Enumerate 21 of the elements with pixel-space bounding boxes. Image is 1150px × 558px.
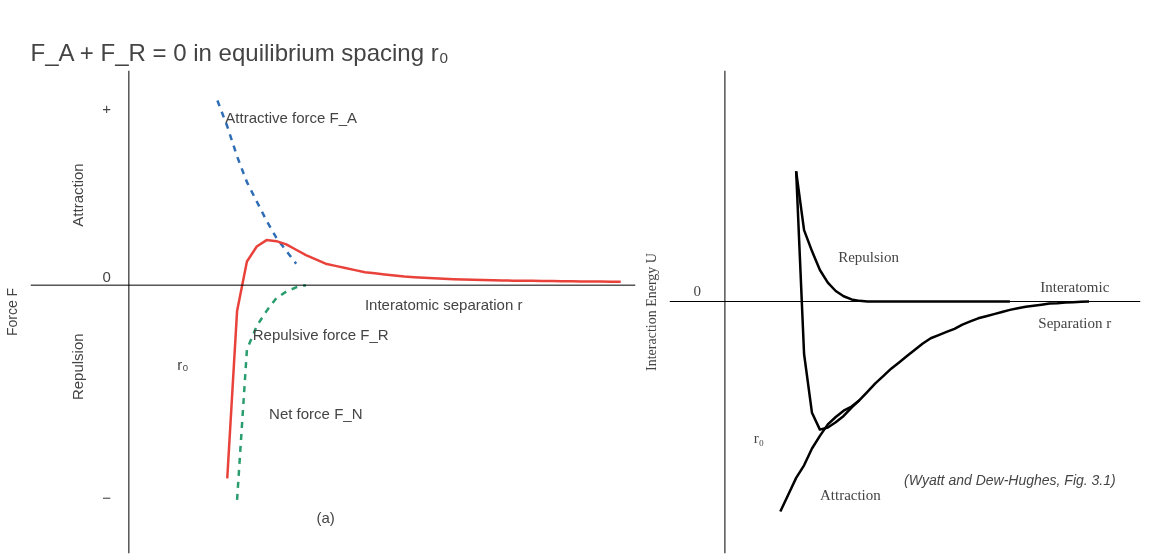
annotation: Interatomic bbox=[1040, 278, 1110, 295]
annotation: Repulsive force F_R bbox=[252, 326, 389, 344]
text: − bbox=[102, 488, 112, 506]
annotation: Separation r bbox=[1038, 314, 1112, 331]
annotation: Attraction bbox=[819, 486, 882, 503]
text: 0 bbox=[693, 283, 701, 299]
text: 0 bbox=[102, 267, 111, 285]
annotation: r₀ bbox=[753, 430, 765, 446]
annotation: Interatomic separation r bbox=[364, 295, 523, 313]
annotation: (Wyatt and Dew-Hughes, Fig. 3.1) bbox=[904, 472, 1116, 488]
y-axis-title: Force F bbox=[3, 287, 20, 337]
y-axis-title: Interaction Energy U bbox=[643, 253, 659, 371]
annotation: Repulsion bbox=[838, 249, 900, 266]
text: Attraction bbox=[68, 163, 86, 227]
chart-title: F_A + F_R = 0 in equilibrium spacing r₀ bbox=[30, 38, 449, 66]
text: + bbox=[102, 100, 112, 118]
text: Repulsion bbox=[68, 333, 86, 401]
annotation: Net force F_N bbox=[269, 405, 363, 423]
text: (a) bbox=[316, 508, 335, 526]
annotation: r₀ bbox=[177, 356, 189, 374]
annotation: Attractive force F_A bbox=[225, 109, 358, 127]
